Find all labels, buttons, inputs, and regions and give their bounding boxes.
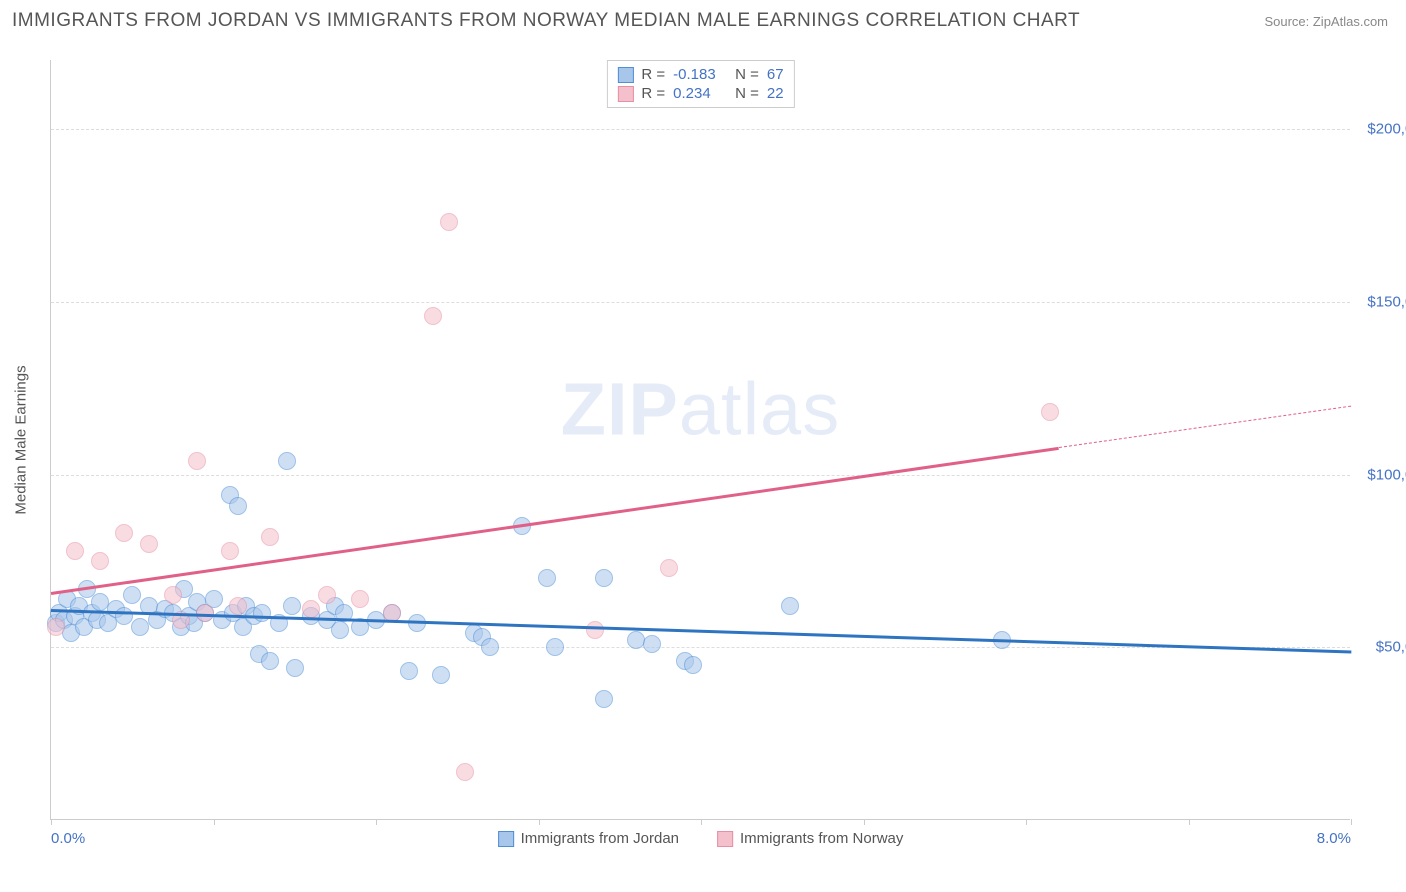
legend-item: Immigrants from Norway — [717, 830, 903, 847]
correlation-legend: R = -0.183 N = 67 R = 0.234 N = 22 — [606, 60, 794, 108]
data-point — [261, 652, 279, 670]
gridline — [51, 647, 1350, 648]
x-tick — [1026, 819, 1027, 825]
legend-swatch — [617, 67, 633, 83]
data-point — [188, 452, 206, 470]
data-point — [643, 635, 661, 653]
x-tick — [539, 819, 540, 825]
legend-r-value: 0.234 — [673, 85, 727, 102]
watermark-logo: ZIPatlas — [561, 367, 840, 452]
data-point — [302, 600, 320, 618]
scatter-chart: Median Male Earnings ZIPatlas R =-0.183N… — [50, 60, 1350, 820]
data-point — [781, 597, 799, 615]
data-point — [400, 662, 418, 680]
y-tick-label: $100,000 — [1360, 466, 1406, 483]
data-point — [229, 497, 247, 515]
gridline — [51, 475, 1350, 476]
data-point — [595, 569, 613, 587]
data-point — [586, 621, 604, 639]
data-point — [331, 621, 349, 639]
x-tick — [1351, 819, 1352, 825]
y-tick-label: $200,000 — [1360, 121, 1406, 138]
legend-r-label: R = — [641, 85, 665, 102]
legend-row: R = 0.234 N = 22 — [617, 84, 783, 103]
data-point — [546, 638, 564, 656]
data-point — [1041, 403, 1059, 421]
data-point — [424, 307, 442, 325]
data-point — [123, 586, 141, 604]
data-point — [253, 604, 271, 622]
y-axis-title: Median Male Earnings — [13, 365, 30, 514]
data-point — [432, 666, 450, 684]
x-tick — [701, 819, 702, 825]
data-point — [66, 542, 84, 560]
data-point — [351, 590, 369, 608]
data-point — [627, 631, 645, 649]
x-tick — [51, 819, 52, 825]
data-point — [538, 569, 556, 587]
data-point — [47, 618, 65, 636]
data-point — [481, 638, 499, 656]
legend-swatch — [498, 831, 514, 847]
data-point — [286, 659, 304, 677]
trend-line — [51, 447, 1059, 595]
legend-n-value: 67 — [767, 66, 784, 83]
data-point — [91, 552, 109, 570]
x-tick — [1189, 819, 1190, 825]
data-point — [221, 542, 239, 560]
legend-r-label: R = — [641, 66, 665, 83]
x-tick — [864, 819, 865, 825]
data-point — [229, 597, 247, 615]
trend-line-extrapolated — [1058, 405, 1351, 447]
data-point — [140, 535, 158, 553]
source-attribution: Source: ZipAtlas.com — [1264, 14, 1388, 29]
legend-n-label: N = — [735, 66, 759, 83]
legend-item: Immigrants from Jordan — [498, 830, 679, 847]
chart-title: IMMIGRANTS FROM JORDAN VS IMMIGRANTS FRO… — [12, 10, 1080, 32]
x-tick — [376, 819, 377, 825]
data-point — [660, 559, 678, 577]
data-point — [595, 690, 613, 708]
legend-r-value: -0.183 — [673, 66, 727, 83]
data-point — [196, 604, 214, 622]
y-tick-label: $50,000 — [1360, 639, 1406, 656]
x-tick-label: 0.0% — [51, 830, 85, 847]
data-point — [261, 528, 279, 546]
legend-swatch — [617, 86, 633, 102]
y-tick-label: $150,000 — [1360, 293, 1406, 310]
data-point — [456, 763, 474, 781]
x-tick — [214, 819, 215, 825]
data-point — [115, 524, 133, 542]
legend-n-value: 22 — [767, 85, 784, 102]
legend-swatch — [717, 831, 733, 847]
series-legend: Immigrants from Jordan Immigrants from No… — [498, 830, 904, 847]
data-point — [318, 586, 336, 604]
data-point — [115, 607, 133, 625]
data-point — [278, 452, 296, 470]
legend-row: R = -0.183 N = 67 — [617, 65, 783, 84]
x-tick-label: 8.0% — [1317, 830, 1351, 847]
data-point — [283, 597, 301, 615]
gridline — [51, 129, 1350, 130]
data-point — [164, 586, 182, 604]
legend-series-name: Immigrants from Norway — [740, 830, 903, 847]
legend-series-name: Immigrants from Jordan — [521, 830, 679, 847]
data-point — [684, 656, 702, 674]
data-point — [440, 213, 458, 231]
legend-n-label: N = — [735, 85, 759, 102]
gridline — [51, 302, 1350, 303]
